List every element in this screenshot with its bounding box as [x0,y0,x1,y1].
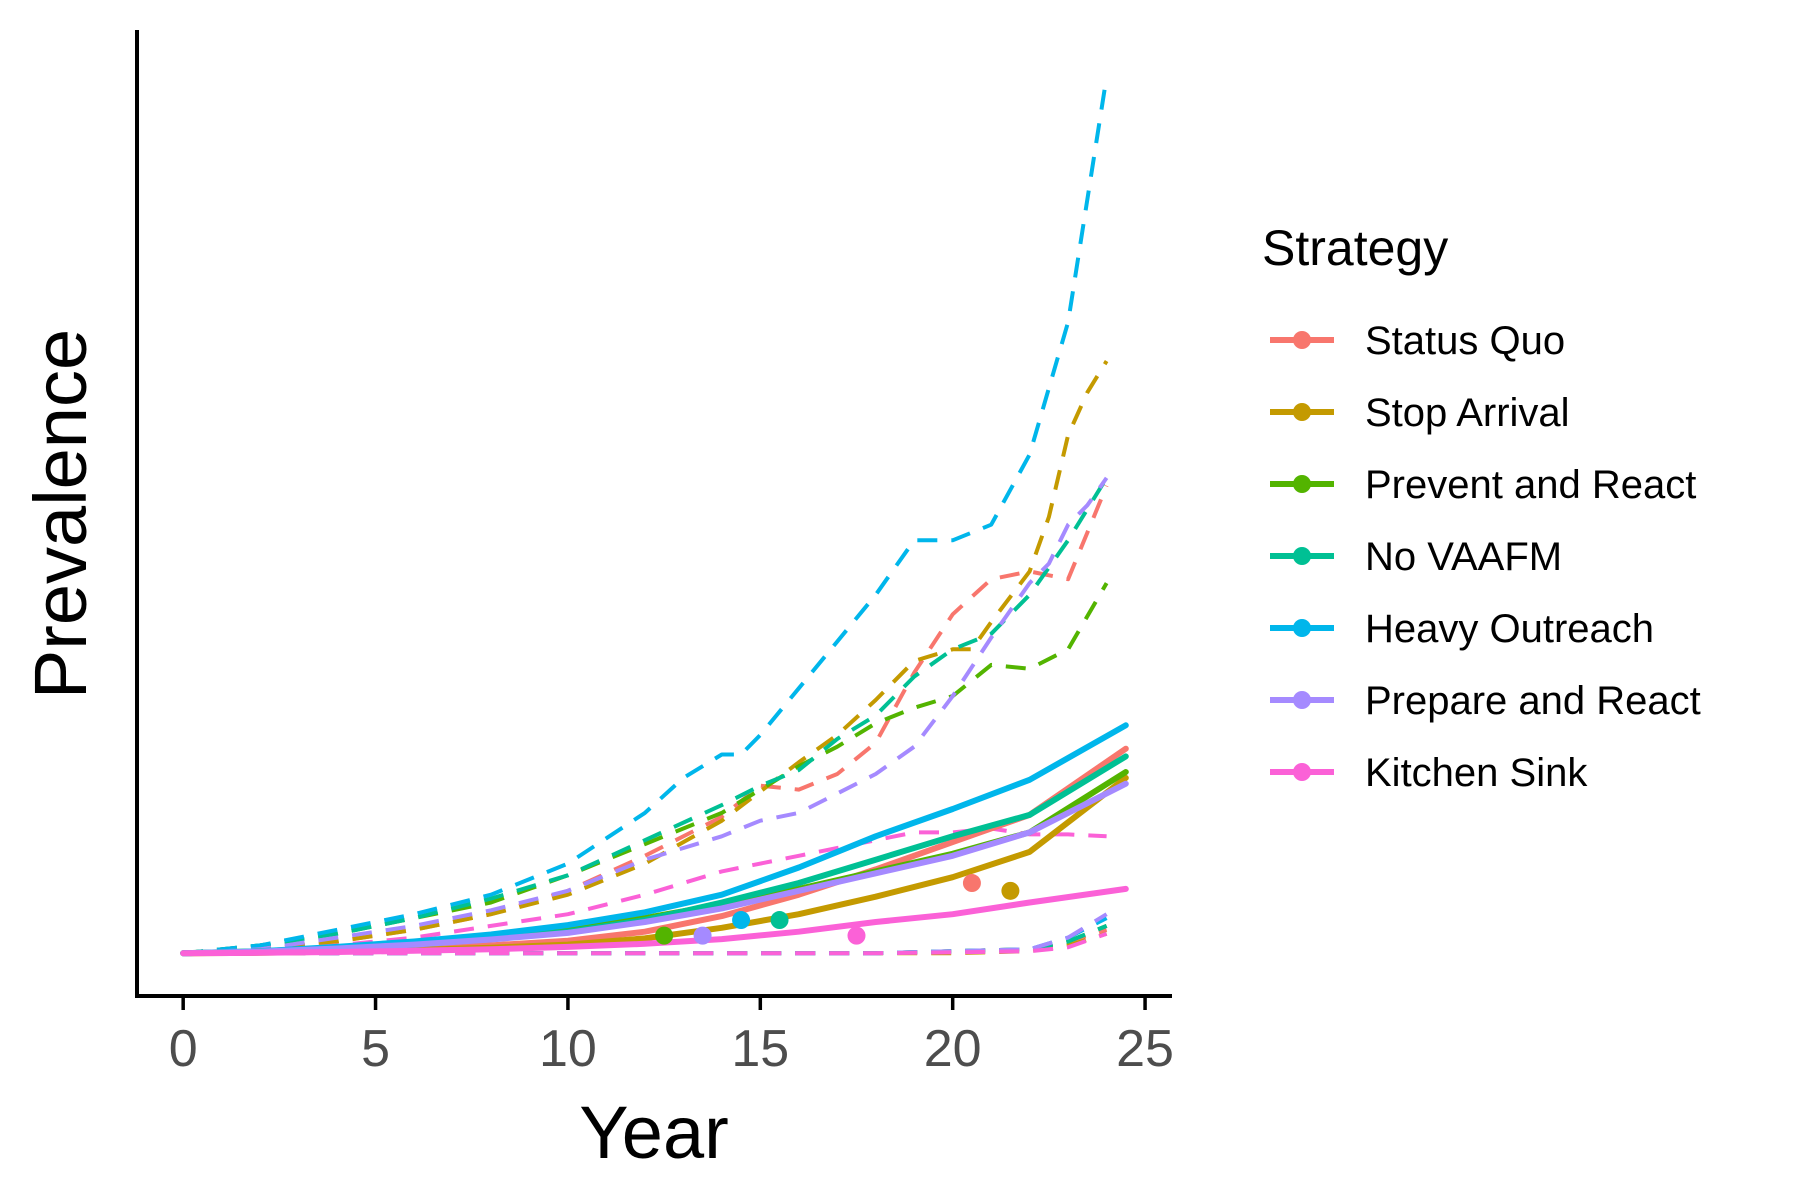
legend-label: Heavy Outreach [1365,607,1654,651]
series-upper-bound-heavy-outreach [182,76,1109,956]
legend-item-prevent-and-react: Prevent and React [1270,463,1696,507]
series-marker-no-vaafm [770,911,789,930]
legend-label: No VAAFM [1365,535,1562,579]
series-marker-kitchen-sink [847,926,866,945]
series-marker-prevent-and-react [655,926,674,945]
y-axis-title: Prevalence [19,329,102,699]
legend: Strategy Status Quo Stop Arrival Prevent a… [1262,220,1701,795]
legend-key-point [1293,619,1311,637]
legend-key-point [1293,403,1311,421]
series-mean-line-prepare-and-react [180,780,1129,957]
legend-title: Strategy [1262,220,1448,276]
x-tick-label: 20 [924,1020,982,1078]
legend-label: Stop Arrival [1365,391,1570,435]
series-mean-line-kitchen-sink [180,885,1129,957]
legend-key-point [1293,547,1311,565]
x-axis-ticks: 0 5 10 15 20 25 [169,996,1174,1078]
series-upper-bound-kitchen-sink [183,826,1107,956]
legend-label: Status Quo [1365,319,1565,363]
x-axis-title: Year [579,1091,729,1174]
legend-key-point [1293,331,1311,349]
series-upper-bound-no-vaafm [182,476,1109,956]
legend-label: Prevent and React [1365,463,1696,507]
series-upper-bound-prepare-and-react [183,476,1109,956]
series-upper-bound-stop-arrival [183,360,1109,956]
series-marker-prepare-and-react [693,926,712,945]
legend-item-no-vaafm: No VAAFM [1270,535,1562,579]
legend-label: Kitchen Sink [1365,751,1588,795]
legend-key-point [1293,763,1311,781]
legend-item-kitchen-sink: Kitchen Sink [1270,751,1588,795]
x-tick-label: 5 [361,1020,390,1078]
legend-item-status-quo: Status Quo [1270,319,1565,363]
series-marker-status-quo [962,874,981,893]
plot-area [180,76,1129,957]
x-tick-label: 10 [539,1020,597,1078]
legend-item-heavy-outreach: Heavy Outreach [1270,607,1654,651]
legend-items: Status Quo Stop Arrival Prevent and React N… [1270,319,1701,795]
series-marker-heavy-outreach [732,911,751,930]
series-upper-bound-prevent-and-react [182,582,1109,956]
series-marker-stop-arrival [1001,881,1020,900]
legend-key-point [1293,475,1311,493]
x-tick-label: 0 [169,1020,198,1078]
legend-item-prepare-and-react: Prepare and React [1270,679,1701,723]
x-tick-label: 25 [1116,1020,1174,1078]
x-tick-label: 15 [731,1020,789,1078]
legend-label: Prepare and React [1365,679,1701,723]
legend-item-stop-arrival: Stop Arrival [1270,391,1570,435]
legend-key-point [1293,691,1311,709]
